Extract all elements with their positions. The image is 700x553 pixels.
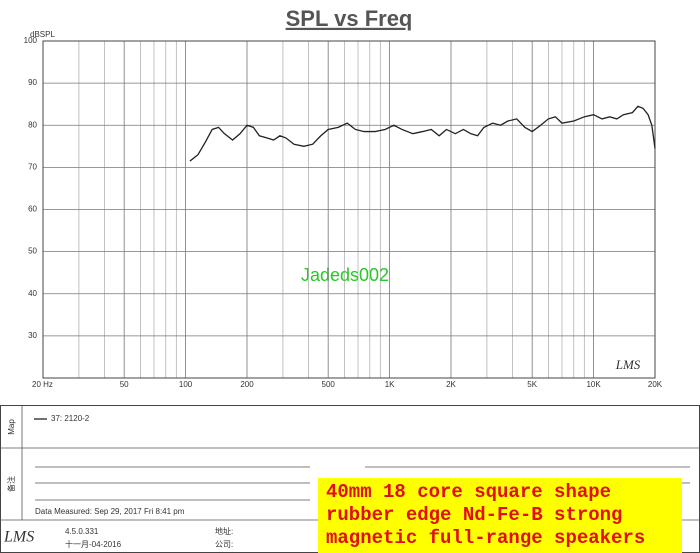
x-tick-label: 5K bbox=[527, 380, 537, 389]
y-tick-label: 80 bbox=[28, 120, 37, 129]
y-tick-label: 40 bbox=[28, 289, 37, 298]
x-tick-label: 1K bbox=[385, 380, 395, 389]
banner-box bbox=[318, 478, 682, 553]
banner-line: 40mm 18 core square shape bbox=[326, 481, 611, 503]
y-tick-label: 30 bbox=[28, 331, 37, 340]
measured-date: Data Measured: Sep 29, 2017 Fri 8:41 pm bbox=[35, 507, 185, 516]
x-tick-label: 2K bbox=[446, 380, 456, 389]
notes-label: 备注 bbox=[6, 476, 16, 492]
banner-line: rubber edge Nd-Fe-B strong bbox=[326, 504, 622, 526]
watermark: Jadeds002 bbox=[301, 265, 389, 285]
x-tick-label: 50 bbox=[120, 380, 129, 389]
y-tick-label: 70 bbox=[28, 162, 37, 171]
x-tick-label: 20 Hz bbox=[32, 380, 53, 389]
address-label: 地址: bbox=[215, 526, 233, 536]
x-tick-label: 20K bbox=[648, 380, 663, 389]
version: 4.5.0.331 bbox=[65, 527, 99, 536]
y-tick-label: 60 bbox=[28, 205, 37, 214]
x-tick-label: 200 bbox=[240, 380, 254, 389]
version-date: 十一月-04-2016 bbox=[65, 539, 122, 549]
x-tick-label: 10K bbox=[586, 380, 601, 389]
y-tick-label: 50 bbox=[28, 247, 37, 256]
y-tick-label: 90 bbox=[28, 78, 37, 87]
legend-label: 37: 2120-2 bbox=[51, 414, 90, 423]
banner-line: magnetic full-range speakers bbox=[326, 527, 645, 549]
x-tick-label: 100 bbox=[179, 380, 193, 389]
spl-curve bbox=[189, 105, 656, 162]
chart-title: SPL vs Freq bbox=[286, 6, 413, 31]
plot-logo: LMS bbox=[615, 357, 641, 372]
plot-frame bbox=[42, 40, 656, 379]
y-tick-label: 100 bbox=[24, 36, 38, 45]
company-label: 公司: bbox=[215, 540, 233, 549]
x-tick-label: 500 bbox=[322, 380, 336, 389]
y-axis-label: dBSPL bbox=[30, 30, 55, 39]
footer-logo: LMS bbox=[3, 529, 34, 546]
map-label: Map bbox=[7, 419, 16, 435]
